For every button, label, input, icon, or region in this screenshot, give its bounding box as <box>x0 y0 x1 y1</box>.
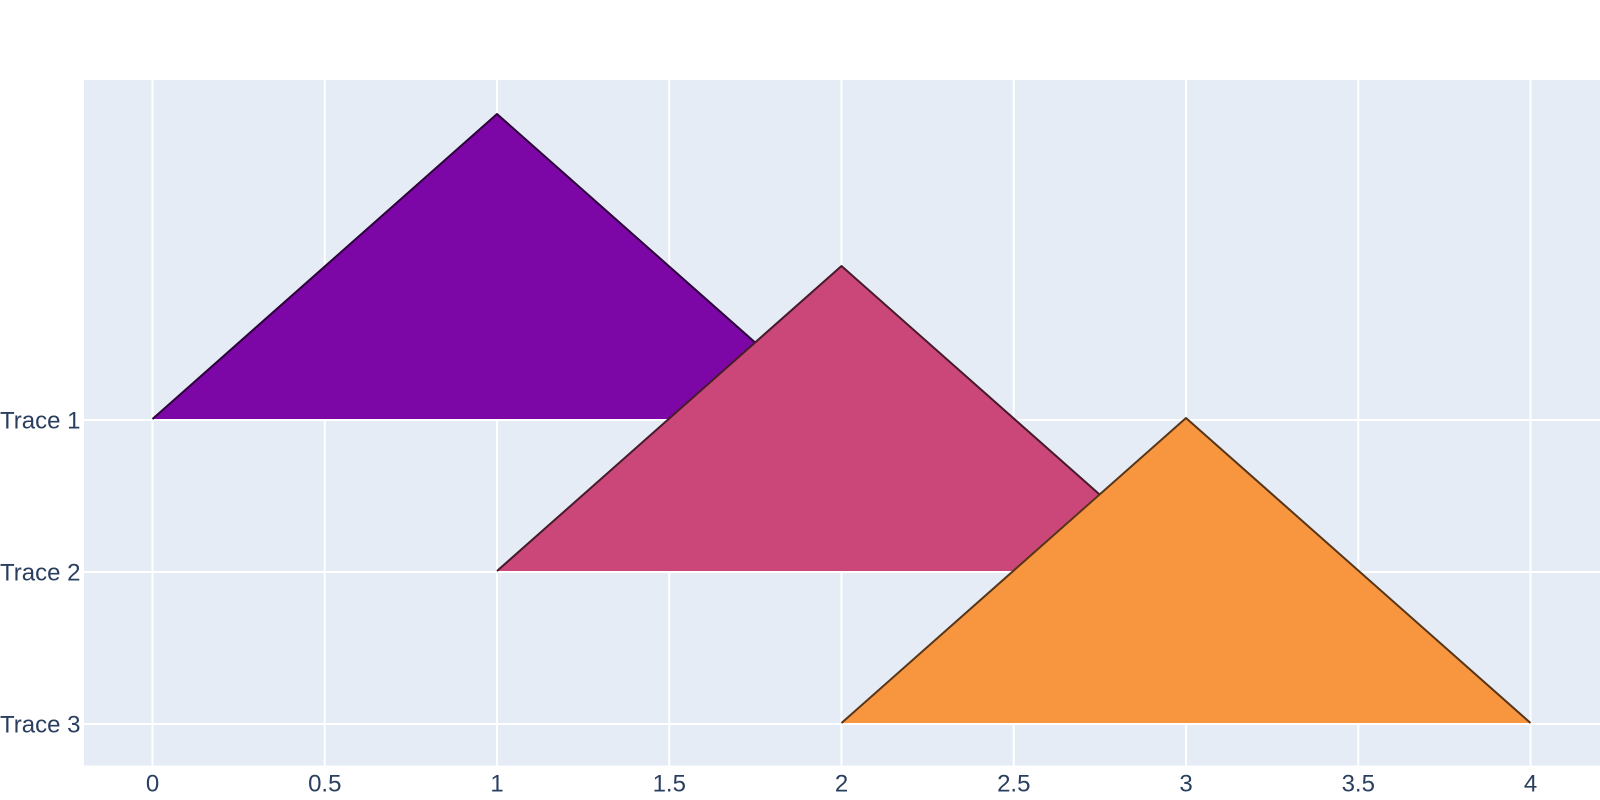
svg-text:2: 2 <box>835 771 848 798</box>
svg-text:0: 0 <box>146 771 159 798</box>
svg-text:Trace 2: Trace 2 <box>0 560 80 587</box>
svg-text:0.5: 0.5 <box>308 771 341 798</box>
svg-text:1.5: 1.5 <box>653 771 686 798</box>
svg-text:1: 1 <box>490 771 503 798</box>
svg-text:Trace 1: Trace 1 <box>0 408 80 435</box>
svg-text:4: 4 <box>1524 771 1537 798</box>
svg-text:3: 3 <box>1179 771 1192 798</box>
svg-text:3.5: 3.5 <box>1342 771 1375 798</box>
svg-text:Trace 3: Trace 3 <box>0 712 80 739</box>
svg-text:2.5: 2.5 <box>997 771 1030 798</box>
